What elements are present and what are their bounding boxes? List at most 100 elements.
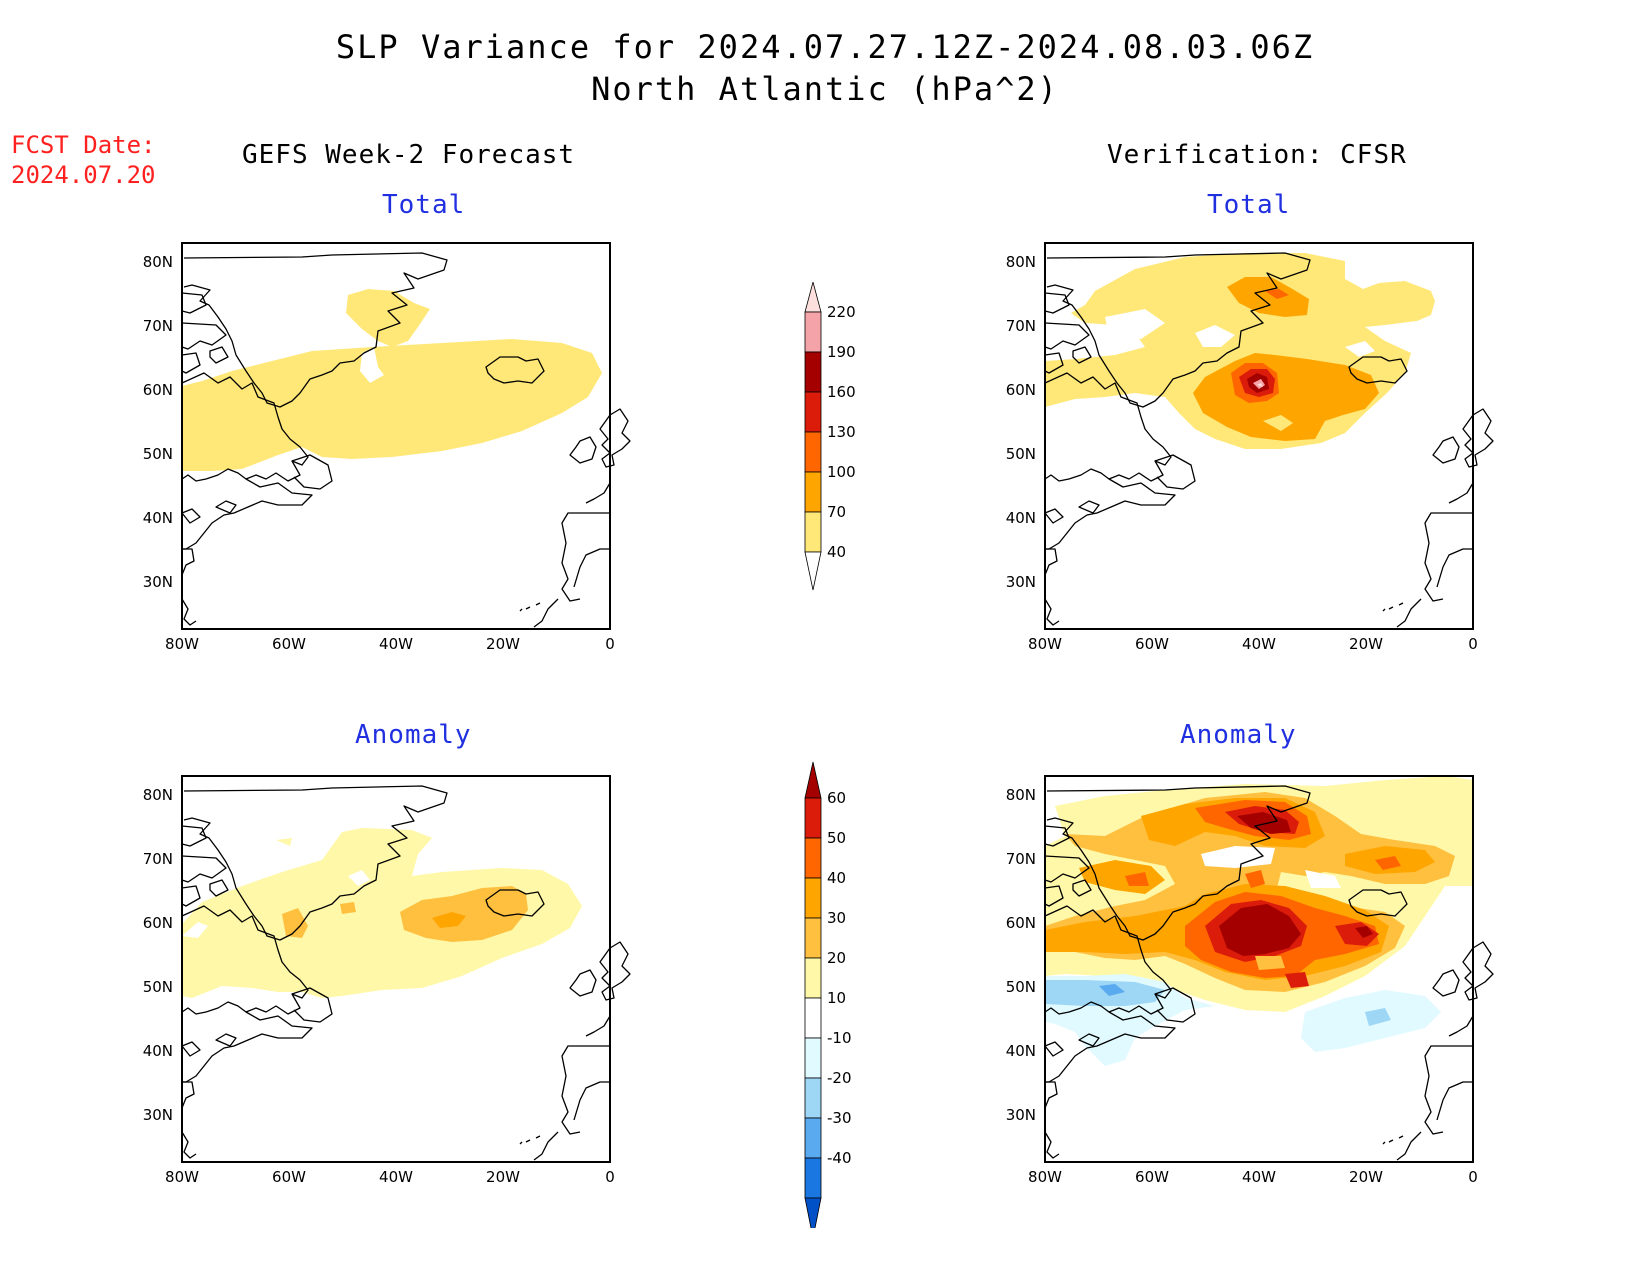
lat-label: 50N (1006, 445, 1036, 463)
lat-label: 80N (143, 786, 173, 804)
lat-label: 40N (1006, 1042, 1036, 1060)
forecast-anomaly-lat-labels: 80N 70N 60N 50N 40N 30N (143, 786, 173, 1124)
forecast-total-map: 80N 70N 60N 50N 40N 30N 80W 60W 40W 20W … (143, 242, 631, 653)
colorbar-box (804, 957, 822, 999)
lon-label: 0 (605, 1168, 615, 1186)
forecast-total-contour-40 (182, 339, 602, 471)
verification-anomaly-contour-neg20 (1045, 980, 1165, 1006)
colorbar-label: 130 (827, 423, 856, 441)
forecast-total-lon-labels: 80W 60W 40W 20W 0 (165, 635, 615, 653)
forecast-total-contour-40b (346, 289, 430, 347)
colorbar-bottom-triangle (804, 1197, 822, 1228)
forecast-total-lat-labels: 80N 70N 60N 50N 40N 30N (143, 253, 173, 591)
colorbar-box (804, 1117, 822, 1159)
lon-label: 40W (1242, 635, 1276, 653)
verification-anomaly-lon-labels: 80W 60W 40W 20W 0 (1028, 1168, 1478, 1186)
total-colorbar: 220 190 160 130 100 70 40 (804, 282, 856, 591)
verification-anomaly-map: 80N 70N 60N 50N 40N 30N 80W 60W 40W 20W … (1006, 775, 1494, 1186)
lon-label: 40W (1242, 1168, 1276, 1186)
forecast-total-title: Total (382, 190, 466, 220)
lat-label: 80N (1006, 786, 1036, 804)
lon-label: 60W (272, 1168, 306, 1186)
colorbar-label: -20 (827, 1069, 852, 1087)
left-column-title: GEFS Week-2 Forecast (242, 140, 576, 170)
colorbar-label: -10 (827, 1029, 852, 1047)
lat-label: 40N (143, 509, 173, 527)
colorbar-label: 220 (827, 303, 856, 321)
lon-label: 0 (1468, 635, 1478, 653)
colorbar-box (804, 837, 822, 879)
verification-total-map: 80N 70N 60N 50N 40N 30N 80W 60W 40W 20W … (1006, 242, 1494, 653)
lat-label: 60N (1006, 381, 1036, 399)
lon-label: 80W (165, 1168, 199, 1186)
verification-anomaly-lat-labels: 80N 70N 60N 50N 40N 30N (1006, 786, 1036, 1124)
lat-label: 70N (1006, 317, 1036, 335)
lon-label: 20W (1349, 635, 1383, 653)
colorbar-label: 100 (827, 463, 856, 481)
colorbar-box (804, 311, 822, 353)
verification-total-lat-labels: 80N 70N 60N 50N 40N 30N (1006, 253, 1036, 591)
colorbar-box (804, 997, 822, 1039)
forecast-anomaly-contour-30 (432, 912, 466, 928)
lon-label: 40W (379, 635, 413, 653)
forecast-anomaly-contour-20a (400, 886, 528, 942)
lat-label: 30N (143, 1106, 173, 1124)
colorbar-label: 50 (827, 829, 846, 847)
colorbar-box (804, 877, 822, 919)
colorbar-box (804, 391, 822, 433)
colorbar-label: -30 (827, 1109, 852, 1127)
lon-label: 20W (486, 635, 520, 653)
colorbar-box (804, 1157, 822, 1199)
verification-total-contour-220 (1257, 383, 1263, 387)
forecast-anomaly-lon-labels: 80W 60W 40W 20W 0 (165, 1168, 615, 1186)
colorbar-box (804, 1037, 822, 1079)
lon-label: 60W (272, 635, 306, 653)
verification-total-title: Total (1207, 190, 1291, 220)
colorbar-label: 40 (827, 869, 846, 887)
lat-label: 70N (1006, 850, 1036, 868)
fcst-date: 2024.07.20 (11, 161, 156, 189)
verification-anomaly-title: Anomaly (1180, 720, 1297, 750)
forecast-anomaly-title: Anomaly (355, 720, 472, 750)
colorbar-top-triangle (804, 761, 822, 799)
colorbar-top-triangle (804, 282, 822, 313)
lat-label: 80N (1006, 253, 1036, 271)
lat-label: 60N (1006, 914, 1036, 932)
forecast-anomaly-map: 80N 70N 60N 50N 40N 30N 80W 60W 40W 20W … (143, 775, 631, 1186)
lon-label: 80W (1028, 635, 1062, 653)
lat-label: 50N (143, 978, 173, 996)
verification-anomaly-contour-60 (1237, 812, 1291, 834)
lat-label: 40N (143, 1042, 173, 1060)
forecast-anomaly-contour-20c (340, 902, 356, 914)
colorbar-box (804, 471, 822, 513)
colorbar-label: 40 (827, 543, 846, 561)
colorbar-box (804, 351, 822, 393)
colorbar-box (804, 917, 822, 959)
colorbar-label: 190 (827, 343, 856, 361)
main-subtitle: North Atlantic (hPa^2) (591, 70, 1059, 108)
colorbar-box (804, 1077, 822, 1119)
lon-label: 0 (1468, 1168, 1478, 1186)
verification-anomaly-contour-neg30 (1099, 984, 1125, 996)
lon-label: 20W (1349, 1168, 1383, 1186)
lon-label: 80W (165, 635, 199, 653)
lat-label: 30N (1006, 573, 1036, 591)
lat-label: 60N (143, 381, 173, 399)
colorbar-label: 20 (827, 949, 846, 967)
colorbar-label: 160 (827, 383, 856, 401)
main-title: SLP Variance for 2024.07.27.12Z-2024.08.… (335, 28, 1315, 66)
verification-total-lon-labels: 80W 60W 40W 20W 0 (1028, 635, 1478, 653)
lon-label: 20W (486, 1168, 520, 1186)
colorbar-label: 10 (827, 989, 846, 1007)
lat-label: 70N (143, 850, 173, 868)
lat-label: 50N (143, 445, 173, 463)
fcst-label: FCST Date: (11, 131, 156, 159)
right-column-title: Verification: CFSR (1107, 140, 1407, 170)
lon-label: 80W (1028, 1168, 1062, 1186)
lon-label: 40W (379, 1168, 413, 1186)
forecast-anomaly-contour-20b (282, 908, 308, 938)
anomaly-colorbar: 60 50 40 30 20 10 -10 -20 -30 -40 (804, 761, 852, 1228)
lon-label: 60W (1135, 1168, 1169, 1186)
lat-label: 60N (143, 914, 173, 932)
lat-label: 40N (1006, 509, 1036, 527)
